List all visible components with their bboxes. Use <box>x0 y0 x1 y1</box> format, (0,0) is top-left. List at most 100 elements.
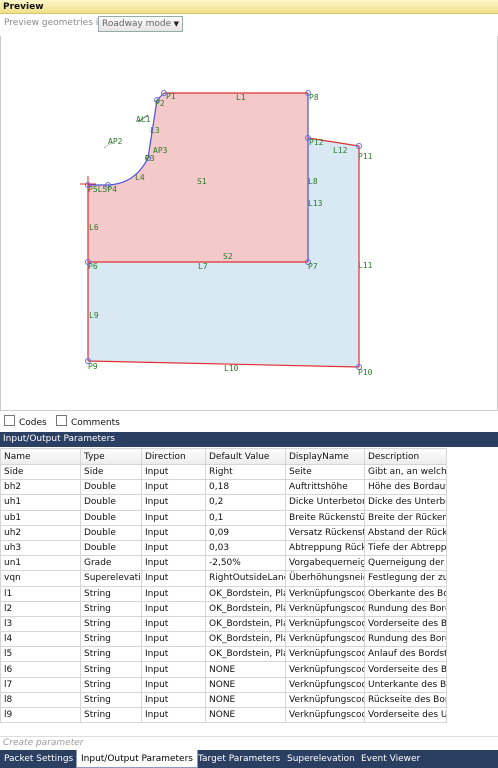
column-header[interactable]: Type <box>80 448 142 465</box>
table-cell[interactable]: Verknüpfungscod <box>285 615 365 633</box>
table-cell[interactable]: Side <box>0 463 81 481</box>
table-cell[interactable]: String <box>80 585 142 602</box>
table-cell[interactable]: l1 <box>0 585 81 602</box>
table-cell[interactable]: Input <box>141 509 206 526</box>
table-cell[interactable]: Querneigung der <box>364 555 447 572</box>
table-cell[interactable]: Vorderseite des Bo <box>364 661 447 678</box>
table-cell[interactable]: Double <box>80 539 142 557</box>
comments-checkbox[interactable]: Comments <box>56 415 120 428</box>
table-cell[interactable]: Input <box>141 646 206 663</box>
table-cell[interactable]: Right <box>205 463 286 481</box>
column-header[interactable]: Default Value <box>205 448 286 465</box>
table-cell[interactable]: Breite der Rückens <box>364 509 447 526</box>
table-cell[interactable]: OK_Bordstein, Plan <box>205 646 286 663</box>
table-row[interactable]: uh3 Double Input 0,03 Abtreppung Rücke Tiefe … <box>0 539 447 557</box>
table-cell[interactable]: Verknüpfungscod <box>285 691 365 709</box>
table-cell[interactable]: Input <box>141 555 206 572</box>
table-cell[interactable]: String <box>80 676 142 693</box>
table-cell[interactable]: NONE <box>205 676 286 693</box>
column-header[interactable]: Direction <box>141 448 206 465</box>
table-cell[interactable]: Festlegung der zu <box>364 570 447 587</box>
table-cell[interactable]: String <box>80 661 142 678</box>
table-cell[interactable]: Double <box>80 494 142 511</box>
table-row[interactable]: un1 Grade Input -2,50% Vorgabequerneigu Quern… <box>0 555 447 572</box>
table-cell[interactable]: Dicke des Unterbe <box>364 494 447 511</box>
tab-event-viewer[interactable]: Event Viewer <box>361 754 421 764</box>
table-cell[interactable]: NONE <box>205 706 286 724</box>
table-cell[interactable]: Vorderseite des Bo <box>364 615 447 633</box>
column-header[interactable]: DisplayName <box>285 448 365 465</box>
table-cell[interactable]: Oberkante des Bor <box>364 585 447 602</box>
create-parameter-row[interactable]: Create parameter <box>0 736 498 749</box>
table-cell[interactable]: Anlauf des Bordst <box>364 646 447 663</box>
table-cell[interactable]: OK_Bordstein, Plan <box>205 600 286 617</box>
table-cell[interactable]: Grade <box>80 555 142 572</box>
table-cell[interactable]: Dicke Unterbeton <box>285 494 365 511</box>
table-cell[interactable]: Seite <box>285 463 365 481</box>
table-cell[interactable]: Input <box>141 479 206 496</box>
table-cell[interactable]: Höhe des Bordauf <box>364 479 447 496</box>
table-cell[interactable]: Input <box>141 691 206 709</box>
table-row[interactable]: l7 String Input NONE Verknüpfungscod Unterkan… <box>0 676 447 693</box>
table-cell[interactable]: NONE <box>205 691 286 709</box>
table-cell[interactable]: Vorderseite des U <box>364 706 447 724</box>
geometry-mode-dropdown[interactable]: Roadway mode ▼ <box>98 16 183 32</box>
table-cell[interactable]: NONE <box>205 661 286 678</box>
table-cell[interactable]: Verknüpfungscod <box>285 631 365 648</box>
table-cell[interactable]: OK_Bordstein, Plan <box>205 585 286 602</box>
table-cell[interactable]: un1 <box>0 555 81 572</box>
table-cell[interactable]: bh2 <box>0 479 81 496</box>
table-cell[interactable]: Versatz Rückenstü <box>285 524 365 541</box>
table-cell[interactable]: RightOutsideLane <box>205 570 286 587</box>
table-cell[interactable]: Verknüpfungscod <box>285 646 365 663</box>
table-cell[interactable]: String <box>80 600 142 617</box>
table-cell[interactable]: uh1 <box>0 494 81 511</box>
table-cell[interactable]: Abtreppung Rücke <box>285 539 365 557</box>
table-cell[interactable]: l5 <box>0 646 81 663</box>
table-cell[interactable]: 0,09 <box>205 524 286 541</box>
table-cell[interactable]: Input <box>141 615 206 633</box>
table-cell[interactable]: Input <box>141 463 206 481</box>
column-header[interactable]: Name <box>0 448 81 465</box>
table-cell[interactable]: Auftrittshöhe <box>285 479 365 496</box>
table-cell[interactable]: uh2 <box>0 524 81 541</box>
table-cell[interactable]: OK_Bordstein, Plan <box>205 631 286 648</box>
table-cell[interactable]: 0,1 <box>205 509 286 526</box>
table-cell[interactable]: Verknüpfungscod <box>285 585 365 602</box>
table-cell[interactable]: 0,18 <box>205 479 286 496</box>
tab-packet-settings[interactable]: Packet Settings <box>4 754 74 764</box>
table-cell[interactable]: Input <box>141 585 206 602</box>
table-cell[interactable]: l4 <box>0 631 81 648</box>
table-row[interactable]: bh2 Double Input 0,18 Auftrittshöhe Höhe des … <box>0 479 447 496</box>
table-cell[interactable]: l8 <box>0 691 81 709</box>
tab-target-parameters[interactable]: Target Parameters <box>198 754 281 764</box>
table-row[interactable]: l9 String Input NONE Verknüpfungscod Vorderse… <box>0 706 447 724</box>
table-cell[interactable]: Unterkante des Bo <box>364 676 447 693</box>
table-row[interactable]: vqnSuperelevationInputRightOutsideLaneÜb… <box>0 570 447 587</box>
table-row[interactable]: l8 String Input NONE Verknüpfungscod Rückseit… <box>0 691 447 709</box>
table-cell[interactable]: OK_Bordstein, Plan <box>205 615 286 633</box>
table-row[interactable]: ub1 Double Input 0,1 Breite Rückenstü Breite … <box>0 509 447 526</box>
table-cell[interactable]: Rückseite des Bor <box>364 691 447 709</box>
table-cell[interactable]: uh3 <box>0 539 81 557</box>
tab-input-output-parameters[interactable]: Input/Output Parameters <box>76 750 198 768</box>
table-cell[interactable]: ub1 <box>0 509 81 526</box>
table-cell[interactable]: String <box>80 646 142 663</box>
table-cell[interactable]: String <box>80 631 142 648</box>
table-cell[interactable]: Überhöhungsneig <box>285 570 365 587</box>
table-cell[interactable]: Vorgabequerneigu <box>285 555 365 572</box>
table-cell[interactable]: Double <box>80 524 142 541</box>
table-cell[interactable]: Input <box>141 570 206 587</box>
table-cell[interactable]: Side <box>80 463 142 481</box>
table-cell[interactable]: Input <box>141 631 206 648</box>
table-cell[interactable]: Verknüpfungscod <box>285 676 365 693</box>
table-row[interactable]: uh2 Double Input 0,09 Versatz Rückenstü Absta… <box>0 524 447 541</box>
table-cell[interactable]: 0,2 <box>205 494 286 511</box>
table-cell[interactable]: Verknüpfungscod <box>285 706 365 724</box>
table-cell[interactable]: Input <box>141 524 206 541</box>
